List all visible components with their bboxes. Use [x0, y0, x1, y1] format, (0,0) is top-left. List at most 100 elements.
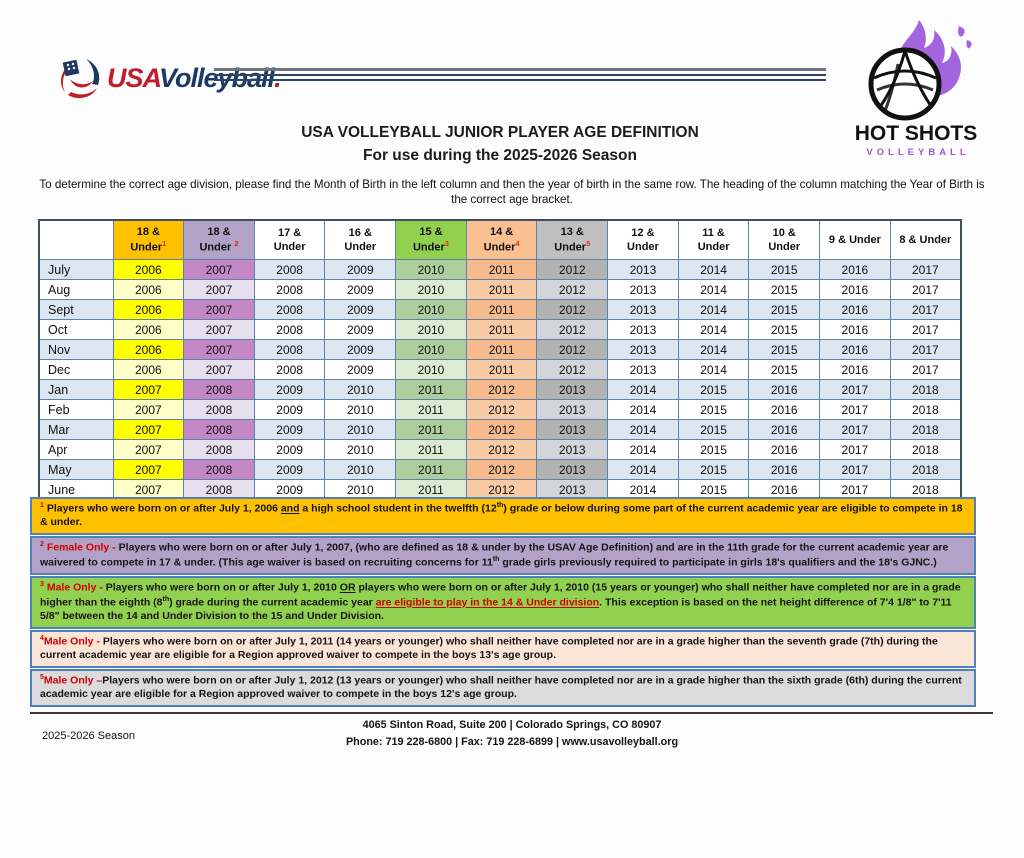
year-cell: 2012: [536, 299, 609, 320]
year-cell: 2017: [819, 459, 891, 480]
year-cell: 2006: [112, 339, 185, 360]
year-cell: 2013: [607, 279, 679, 300]
year-cell: 2008: [183, 399, 255, 420]
year-cell: 2012: [465, 479, 538, 501]
month-cell: Oct: [38, 319, 114, 340]
year-cell: 2011: [465, 319, 538, 340]
year-cell: 2013: [536, 439, 609, 460]
year-cell: 2012: [536, 279, 609, 300]
year-cell: 2010: [324, 419, 397, 440]
year-cell: 2007: [183, 279, 255, 300]
year-cell: 2009: [324, 299, 397, 320]
intro-text: To determine the correct age division, p…: [39, 178, 985, 207]
year-cell: 2007: [112, 399, 185, 420]
year-cell: 2014: [677, 259, 750, 280]
header-cell: 15 & Under3: [395, 219, 467, 260]
usa-volleyball-wordmark: USAVolleyball.: [107, 62, 282, 94]
year-cell: 2015: [748, 279, 821, 300]
year-cell: 2007: [183, 319, 255, 340]
year-cell: 2007: [112, 439, 185, 460]
brand-dot: .: [274, 62, 281, 93]
year-cell: 2017: [819, 439, 891, 460]
year-cell: 2007: [183, 339, 255, 360]
year-cell: 2006: [112, 279, 185, 300]
year-cell: 2008: [253, 359, 326, 380]
hot-shots-flame-volleyball-icon: [868, 20, 972, 121]
year-cell: 2017: [889, 299, 962, 320]
header-cell: 11 & Under: [677, 219, 750, 260]
usa-volleyball-logo: USAVolleyball.: [56, 54, 282, 102]
year-cell: 2014: [677, 299, 750, 320]
footer-season: 2025-2026 Season: [42, 730, 135, 742]
header-cell: 9 & Under: [819, 219, 891, 260]
year-cell: 2010: [324, 399, 397, 420]
year-cell: 2016: [748, 379, 821, 400]
year-cell: 2014: [677, 279, 750, 300]
year-cell: 2013: [607, 259, 679, 280]
year-cell: 2014: [607, 399, 679, 420]
year-cell: 2013: [536, 379, 609, 400]
year-cell: 2016: [819, 259, 891, 280]
year-cell: 2010: [324, 379, 397, 400]
year-cell: 2013: [536, 419, 609, 440]
year-cell: 2016: [748, 479, 821, 501]
year-cell: 2014: [677, 359, 750, 380]
month-cell: Mar: [38, 419, 114, 440]
year-cell: 2007: [183, 359, 255, 380]
month-cell: Apr: [38, 439, 114, 460]
year-cell: 2018: [889, 419, 962, 440]
year-cell: 2009: [253, 419, 326, 440]
header-cell: 17 & Under: [253, 219, 326, 260]
year-cell: 2010: [324, 479, 397, 501]
month-cell: Dec: [38, 359, 114, 380]
year-cell: 2011: [395, 439, 467, 460]
year-cell: 2018: [889, 379, 962, 400]
year-cell: 2017: [889, 359, 962, 380]
year-cell: 2017: [889, 259, 962, 280]
month-cell: June: [38, 479, 114, 501]
page-subtitle: For use during the 2025-2026 Season: [363, 147, 637, 164]
footer-rule: [30, 712, 993, 714]
header-cell: 12 & Under: [607, 219, 679, 260]
header-cell: 18 & Under 2: [183, 219, 255, 260]
year-cell: 2012: [465, 439, 538, 460]
footnotes: 1 Players who were born on or after July…: [30, 497, 976, 708]
year-cell: 2013: [536, 479, 609, 501]
year-cell: 2015: [677, 439, 750, 460]
year-cell: 2010: [395, 319, 467, 340]
header-rule-lines: [214, 68, 826, 81]
month-cell: Jan: [38, 379, 114, 400]
year-cell: 2010: [324, 439, 397, 460]
month-cell: Nov: [38, 339, 114, 360]
year-cell: 2010: [395, 259, 467, 280]
year-cell: 2014: [607, 479, 679, 501]
year-cell: 2008: [183, 379, 255, 400]
year-cell: 2008: [253, 259, 326, 280]
year-cell: 2010: [395, 339, 467, 360]
year-cell: 2012: [465, 399, 538, 420]
footer-address: 4065 Sinton Road, Suite 200 | Colorado S…: [362, 719, 662, 731]
year-cell: 2006: [112, 299, 185, 320]
year-cell: 2018: [889, 459, 962, 480]
year-cell: 2015: [677, 379, 750, 400]
year-cell: 2015: [748, 259, 821, 280]
year-cell: 2008: [183, 459, 255, 480]
year-cell: 2013: [536, 399, 609, 420]
footnote: 1 Players who were born on or after July…: [30, 497, 976, 535]
year-cell: 2015: [748, 299, 821, 320]
year-cell: 2009: [324, 279, 397, 300]
year-cell: 2011: [465, 299, 538, 320]
year-cell: 2008: [183, 419, 255, 440]
footer-contact: Phone: 719 228-6800 | Fax: 719 228-6899 …: [345, 736, 679, 749]
month-cell: Sept: [38, 299, 114, 320]
year-cell: 2012: [536, 319, 609, 340]
year-cell: 2011: [395, 419, 467, 440]
year-cell: 2013: [536, 459, 609, 480]
year-cell: 2011: [465, 359, 538, 380]
year-cell: 2014: [677, 339, 750, 360]
year-cell: 2012: [536, 259, 609, 280]
year-cell: 2011: [465, 279, 538, 300]
footnote: 3 Male Only - Players who were born on o…: [30, 576, 976, 629]
year-cell: 2012: [465, 379, 538, 400]
year-cell: 2009: [324, 339, 397, 360]
